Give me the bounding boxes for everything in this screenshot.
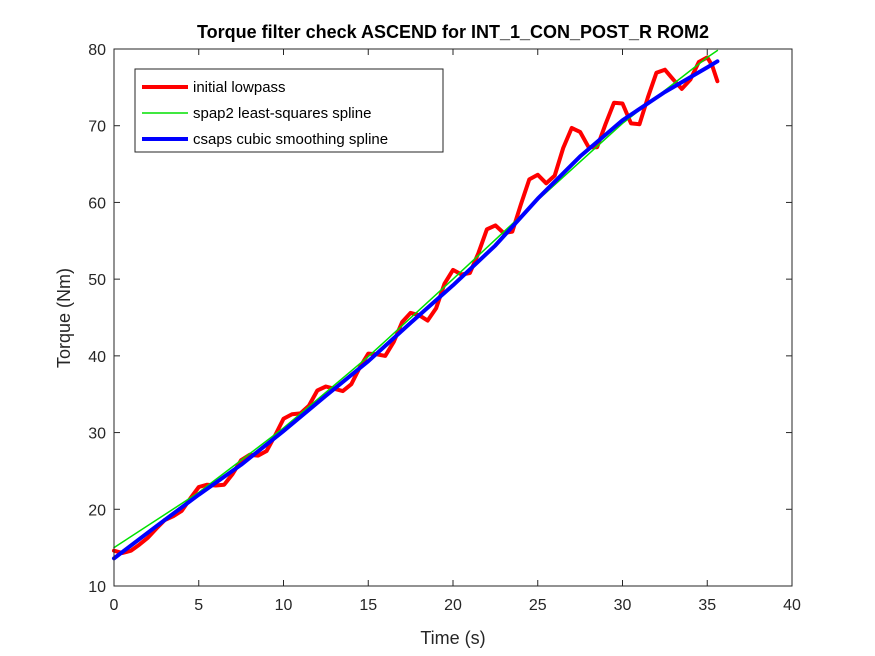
chart-title: Torque filter check ASCEND for INT_1_CON… (197, 22, 709, 42)
x-tick-label: 30 (614, 597, 632, 614)
y-tick-label: 50 (88, 272, 106, 289)
series-layer (112, 49, 720, 561)
series-line-2 (113, 49, 719, 549)
y-tick-label: 30 (88, 426, 106, 443)
y-tick-label: 60 (88, 195, 106, 212)
ticks-layer: 0 5 10 15 20 25 30 35 40 10 20 30 40 50 60 70 80 (88, 42, 801, 614)
x-tick-label: 15 (359, 597, 377, 614)
x-tick-label: 10 (275, 597, 293, 614)
legend-label-2: spap2 least-squares spline (193, 105, 371, 122)
y-tick-label: 10 (88, 579, 106, 596)
legend-label-1: initial lowpass (193, 79, 286, 96)
y-axis-label: Torque (Nm) (54, 268, 74, 368)
legend-entries: initial lowpass spap2 least-squares splin… (142, 79, 388, 148)
x-tick-label: 5 (194, 597, 203, 614)
y-tick-label: 80 (88, 42, 106, 59)
y-tick-label: 70 (88, 119, 106, 136)
legend: initial lowpass spap2 least-squares splin… (134, 68, 444, 153)
x-tick-label: 0 (110, 597, 119, 614)
legend-label-3: csaps cubic smoothing spline (193, 131, 388, 148)
x-tick-label: 40 (783, 597, 801, 614)
y-tick-label: 40 (88, 349, 106, 366)
x-tick-label: 25 (529, 597, 547, 614)
x-tick-label: 35 (698, 597, 716, 614)
x-axis-label: Time (s) (420, 628, 485, 648)
series-line-3 (112, 59, 720, 561)
x-tick-label: 20 (444, 597, 462, 614)
y-tick-label: 20 (88, 502, 106, 519)
